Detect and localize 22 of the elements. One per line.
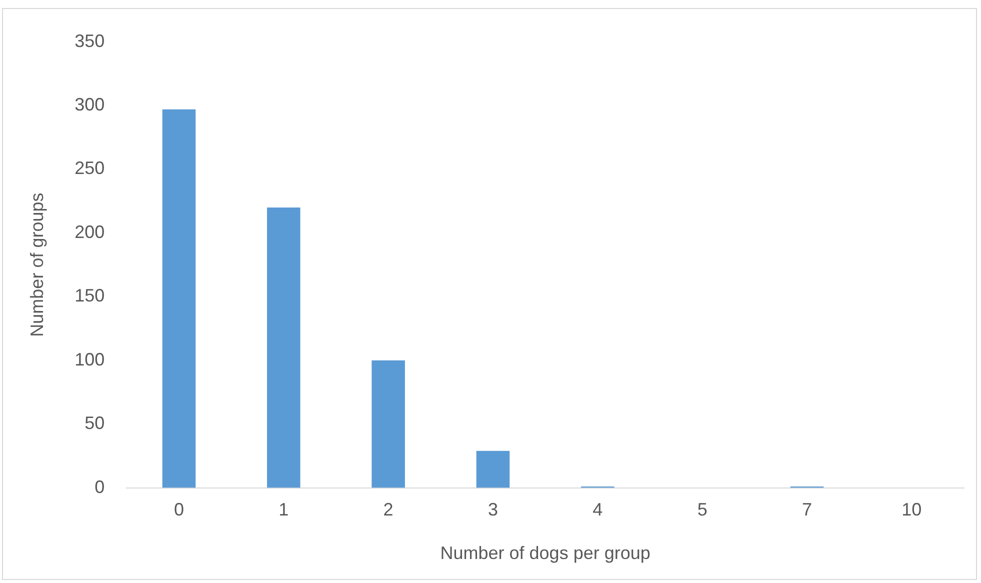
x-tick-label: 5 — [697, 500, 708, 520]
y-tick-label: 200 — [74, 222, 105, 242]
x-tick-label: 0 — [174, 500, 184, 520]
y-tick-label: 100 — [74, 349, 105, 370]
x-axis-title: Number of dogs per group — [440, 543, 650, 564]
x-tick-label: 10 — [902, 500, 922, 520]
y-tick-label: 300 — [74, 94, 105, 114]
x-tick-label: 3 — [488, 500, 498, 520]
y-tick-label: 0 — [94, 476, 105, 497]
bar — [476, 450, 510, 488]
bar — [372, 360, 405, 488]
x-tick-label: 7 — [802, 500, 812, 520]
bar — [162, 109, 196, 488]
y-tick-label: 250 — [74, 158, 105, 178]
y-tick-label: 350 — [74, 30, 105, 51]
x-tick-label: 4 — [592, 500, 603, 520]
y-tick-label: 50 — [84, 413, 105, 434]
bar — [266, 207, 300, 488]
y-tick-label: 150 — [74, 286, 105, 306]
x-tick-label: 1 — [278, 500, 289, 520]
y-axis-title: Number of groups — [26, 192, 47, 337]
x-tick-label: 2 — [383, 500, 394, 520]
